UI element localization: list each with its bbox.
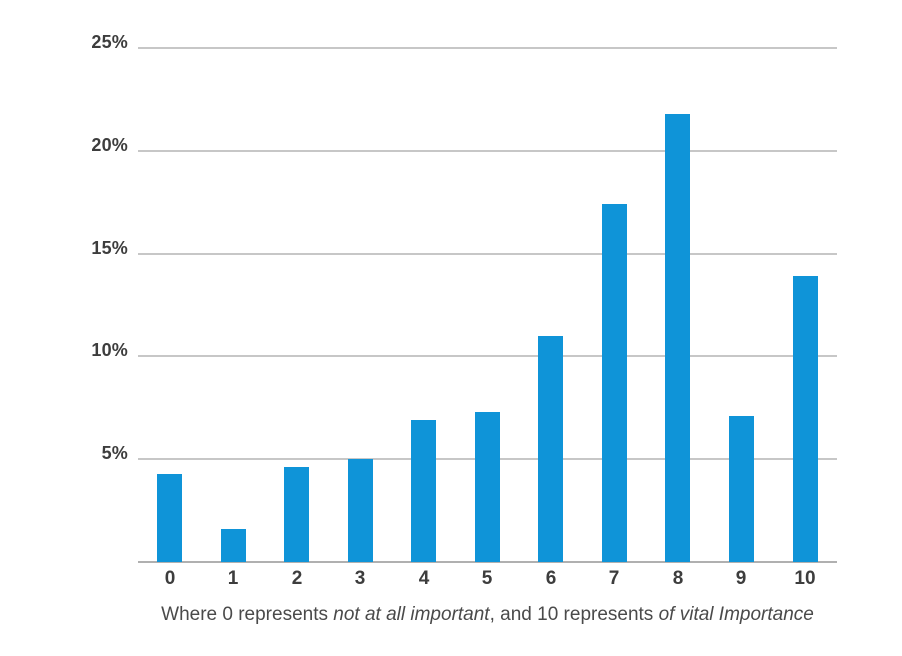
x-axis-tick-0: 0 [164, 568, 176, 589]
bar-4 [411, 420, 436, 562]
bar-0 [157, 474, 182, 562]
gridline-20% [138, 150, 837, 152]
chart-caption: Where 0 represents not at all important,… [138, 602, 837, 628]
x-axis-tick-9: 9 [735, 568, 747, 589]
x-axis-tick-6: 6 [545, 568, 557, 589]
x-axis-line [138, 561, 837, 563]
bar-9 [729, 416, 754, 562]
y-axis-tick-10%: 10% [91, 340, 128, 360]
x-axis-tick-7: 7 [608, 568, 620, 589]
gridline-10% [138, 355, 837, 357]
bar-10 [793, 276, 818, 562]
bar-3 [348, 459, 373, 562]
y-axis-tick-15%: 15% [91, 238, 128, 258]
y-axis-tick-5%: 5% [101, 443, 128, 463]
x-axis-tick-4: 4 [418, 568, 430, 589]
caption-segment: , and 10 represents [489, 604, 659, 625]
bar-7 [602, 204, 627, 562]
x-axis-tick-10: 10 [794, 568, 816, 589]
bar-8 [665, 114, 690, 562]
y-axis-tick-20%: 20% [91, 135, 128, 155]
caption-segment: Where 0 represents [161, 604, 334, 625]
bar-2 [284, 467, 309, 562]
gridline-15% [138, 253, 837, 255]
x-axis-tick-5: 5 [481, 568, 493, 589]
bar-1 [221, 529, 246, 562]
caption-italic-segment: of vital Importance [658, 604, 814, 625]
y-axis-tick-25%: 25% [91, 32, 128, 52]
x-axis-tick-2: 2 [291, 568, 303, 589]
x-axis-tick-1: 1 [227, 568, 239, 589]
x-axis-tick-3: 3 [354, 568, 366, 589]
x-axis-tick-8: 8 [672, 568, 684, 589]
gridline-25% [138, 47, 837, 49]
bar-5 [475, 412, 500, 562]
caption-italic-segment: not at all important [333, 604, 490, 625]
bar-6 [538, 336, 563, 562]
